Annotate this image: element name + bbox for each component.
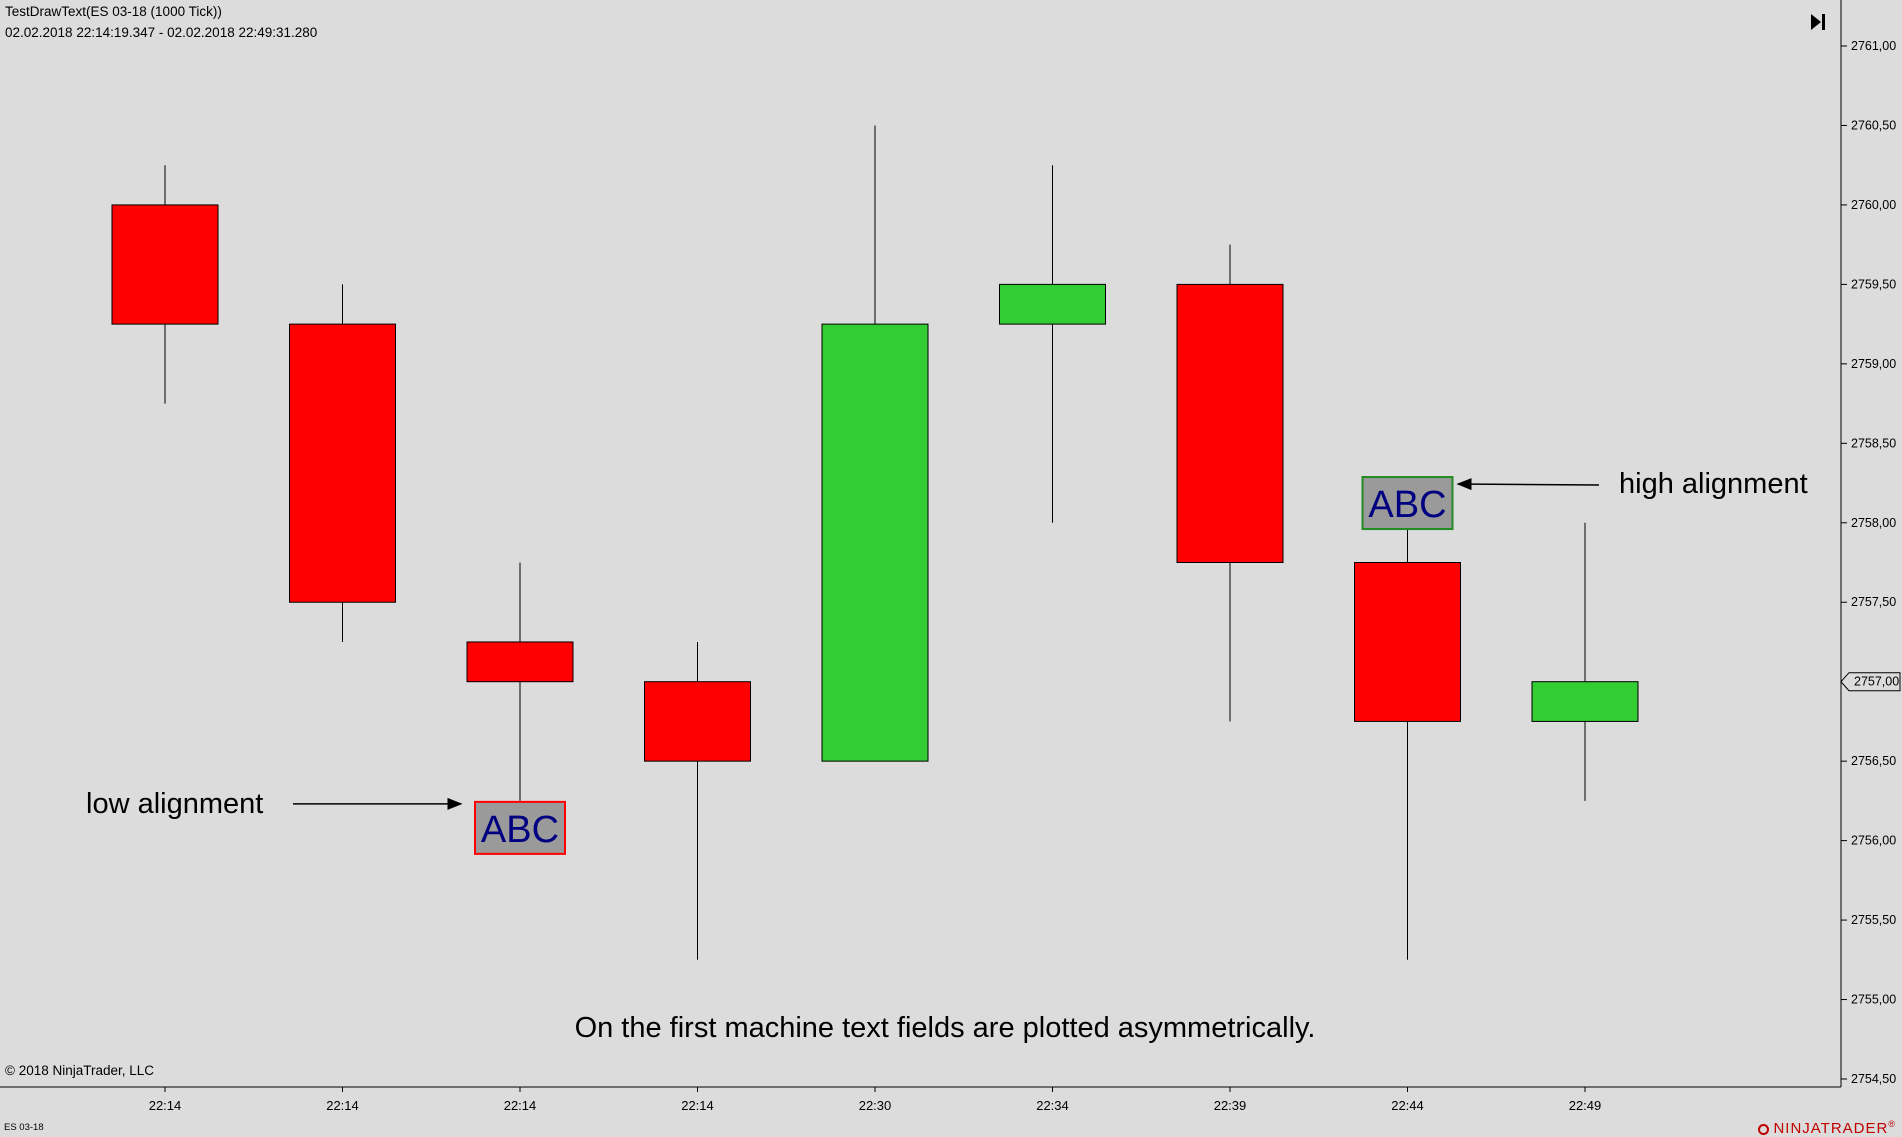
ninjatrader-logo: NINJATRADER® bbox=[1758, 1119, 1896, 1137]
logo-ring-icon bbox=[1758, 1124, 1770, 1135]
candle-body bbox=[289, 323, 396, 603]
candle-body bbox=[999, 283, 1106, 325]
x-tick-label: 22:14 bbox=[681, 1098, 714, 1113]
copyright-text: © 2018 NinjaTrader, LLC bbox=[5, 1063, 155, 1078]
high-alignment-box bbox=[1361, 476, 1454, 531]
y-tick-label: 2758,50 bbox=[1851, 436, 1896, 450]
high-alignment-label: high alignment bbox=[1619, 468, 1808, 500]
low-alignment-box-text: ABC bbox=[481, 809, 559, 851]
candle-body bbox=[821, 323, 929, 762]
current-price-label: 2757,00 bbox=[1854, 675, 1899, 689]
y-tick-label: 2755,00 bbox=[1851, 993, 1896, 1007]
low-alignment-label: low alignment bbox=[86, 788, 263, 820]
x-tick-label: 22:14 bbox=[326, 1098, 359, 1113]
y-tick-label: 2759,50 bbox=[1851, 277, 1896, 291]
x-tick-label: 22:49 bbox=[1569, 1098, 1602, 1113]
x-tick-label: 22:34 bbox=[1036, 1098, 1069, 1113]
logo-wordmark: NINJATRADER bbox=[1773, 1120, 1889, 1137]
y-tick-label: 2756,00 bbox=[1851, 834, 1896, 848]
candle-body bbox=[466, 641, 574, 683]
y-tick-label: 2754,50 bbox=[1851, 1072, 1896, 1086]
chart-caption: On the first machine text fields are plo… bbox=[575, 1012, 1316, 1044]
high-alignment-box-text: ABC bbox=[1368, 484, 1446, 526]
high-alignment-arrow bbox=[1456, 478, 1600, 491]
candle-body bbox=[1354, 562, 1461, 722]
y-tick-label: 2760,00 bbox=[1851, 198, 1896, 212]
y-tick-label: 2759,00 bbox=[1851, 357, 1896, 371]
candle-body bbox=[1176, 283, 1284, 563]
current-price-marker bbox=[1840, 672, 1901, 692]
logo-registered-mark: ® bbox=[1888, 1119, 1896, 1129]
jump-to-end-icon[interactable] bbox=[1809, 11, 1827, 33]
y-tick-label: 2761,00 bbox=[1851, 39, 1896, 53]
candle-body bbox=[111, 204, 219, 325]
instrument-label: ES 03-18 bbox=[4, 1122, 44, 1133]
low-alignment-box bbox=[474, 800, 566, 855]
chart-title: TestDrawText(ES 03-18 (1000 Tick)) bbox=[5, 4, 222, 19]
x-tick-label: 22:44 bbox=[1391, 1098, 1424, 1113]
x-tick-label: 22:39 bbox=[1214, 1098, 1247, 1113]
y-tick-label: 2755,50 bbox=[1851, 913, 1896, 927]
y-tick-label: 2756,50 bbox=[1851, 754, 1896, 768]
candle-body bbox=[644, 681, 751, 762]
candle-body bbox=[1531, 681, 1639, 722]
y-tick-label: 2758,00 bbox=[1851, 516, 1896, 530]
x-tick-label: 22:14 bbox=[149, 1098, 182, 1113]
y-tick-label: 2760,50 bbox=[1851, 118, 1896, 132]
x-tick-label: 22:14 bbox=[504, 1098, 537, 1113]
x-tick-label: 22:30 bbox=[859, 1098, 892, 1113]
y-tick-label: 2757,50 bbox=[1851, 595, 1896, 609]
date-range: 02.02.2018 22:14:19.347 - 02.02.2018 22:… bbox=[5, 25, 318, 40]
